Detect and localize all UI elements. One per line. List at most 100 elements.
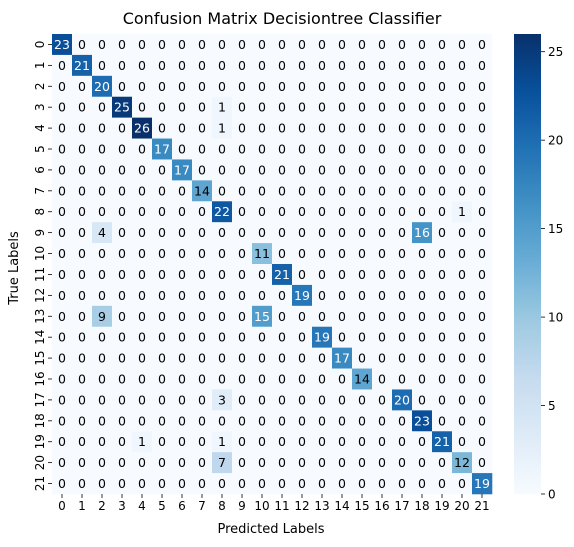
cell-value-label: 0 <box>238 372 246 387</box>
heatmap-cell <box>232 96 253 118</box>
heatmap-cell <box>432 389 453 411</box>
y-tick-label: 16 <box>33 371 47 386</box>
cell-value-label: 4 <box>98 225 106 240</box>
cell-value-label: 0 <box>418 267 426 282</box>
cell-value-label: 0 <box>238 246 246 261</box>
cell-value-label: 0 <box>58 58 66 73</box>
cell-value-label: 0 <box>278 476 286 491</box>
cell-value-label: 0 <box>338 372 346 387</box>
cell-value-label: 0 <box>458 434 466 449</box>
cell-value-label: 0 <box>58 162 66 177</box>
cell-value-label: 0 <box>198 121 206 136</box>
colorbar-ticks: 0 5 10 15 20 25 <box>541 45 563 502</box>
cell-value-label: 0 <box>78 476 86 491</box>
heatmap-cell <box>152 34 173 56</box>
cell-value-label: 0 <box>58 309 66 324</box>
heatmap-cell <box>392 34 413 56</box>
heatmap-cell <box>272 180 293 202</box>
cell-value-label: 0 <box>398 58 406 73</box>
cell-value-label: 0 <box>58 413 66 428</box>
heatmap-cell <box>72 180 93 202</box>
heatmap-cell <box>432 54 453 77</box>
heatmap-cell <box>112 243 133 265</box>
heatmap-cell <box>72 389 93 411</box>
cell-value-label: 0 <box>298 225 306 240</box>
heatmap-cell <box>272 201 293 223</box>
cell-value-label: 0 <box>98 351 106 366</box>
cell-value-label: 0 <box>458 162 466 177</box>
y-tick-label: 0 <box>33 41 47 49</box>
heatmap-cell <box>272 75 293 98</box>
heatmap-cell <box>312 305 333 328</box>
cell-value-label: 0 <box>158 330 166 345</box>
x-tick-label: 3 <box>118 499 126 513</box>
heatmap-cell <box>472 34 493 56</box>
heatmap-cell <box>192 75 213 98</box>
heatmap-cell <box>332 180 353 202</box>
heatmap-cell <box>212 243 233 265</box>
heatmap-cell <box>412 222 433 244</box>
heatmap-cell <box>112 305 133 328</box>
cell-value-label: 0 <box>338 413 346 428</box>
heatmap-cell <box>352 159 373 181</box>
cell-value-label: 0 <box>78 267 86 282</box>
cell-value-label: 0 <box>198 413 206 428</box>
heatmap-cell <box>192 326 213 348</box>
cell-value-label: 0 <box>238 309 246 324</box>
cell-value-label: 0 <box>338 58 346 73</box>
cell-value-label: 0 <box>258 79 266 94</box>
heatmap-cell <box>112 159 133 181</box>
heatmap-cell <box>92 326 113 348</box>
x-tick-label: 19 <box>434 499 449 513</box>
cell-value-label: 0 <box>338 79 346 94</box>
heatmap-cell <box>452 54 473 77</box>
cell-value-label: 0 <box>98 392 106 407</box>
y-tick-label: 2 <box>33 82 47 90</box>
heatmap-cell <box>352 54 373 77</box>
heatmap-cell <box>472 284 493 307</box>
cell-value-label: 0 <box>258 434 266 449</box>
cell-value-label: 0 <box>98 372 106 387</box>
heatmap-cell <box>312 410 333 432</box>
cell-value-label: 0 <box>438 288 446 303</box>
cell-value-label: 0 <box>158 183 166 198</box>
heatmap-cell <box>112 96 133 118</box>
heatmap-cell <box>372 243 393 265</box>
cell-value-label: 0 <box>258 37 266 52</box>
cell-value-label: 0 <box>398 142 406 157</box>
heatmap-cell <box>352 243 373 265</box>
heatmap-cell <box>172 96 193 118</box>
cell-value-label: 0 <box>178 58 186 73</box>
heatmap-cell <box>272 117 293 139</box>
cell-value-label: 0 <box>158 100 166 115</box>
cell-value-label: 0 <box>318 121 326 136</box>
cell-value-label: 0 <box>338 288 346 303</box>
heatmap-cell <box>72 410 93 432</box>
cell-value-label: 0 <box>98 476 106 491</box>
cell-value-label: 0 <box>78 288 86 303</box>
cell-value-label: 21 <box>434 434 450 449</box>
cell-value-label: 0 <box>58 225 66 240</box>
cell-value-label: 0 <box>218 183 226 198</box>
cell-value-label: 0 <box>58 330 66 345</box>
cell-value-label: 23 <box>54 37 70 52</box>
heatmap-cell <box>312 180 333 202</box>
heatmap-cell <box>232 243 253 265</box>
cell-value-label: 0 <box>398 121 406 136</box>
cell-value-label: 0 <box>378 351 386 366</box>
heatmap-cell <box>252 138 273 160</box>
cell-value-label: 0 <box>418 288 426 303</box>
heatmap-cell <box>132 264 153 286</box>
cell-value-label: 0 <box>158 413 166 428</box>
y-tick-label: 4 <box>33 124 47 132</box>
cell-value-label: 11 <box>254 246 270 261</box>
cell-value-label: 0 <box>58 183 66 198</box>
cell-value-label: 0 <box>358 309 366 324</box>
heatmap-cell <box>392 368 413 390</box>
heatmap-cell <box>232 264 253 286</box>
cell-value-label: 0 <box>158 121 166 136</box>
cell-value-label: 0 <box>178 392 186 407</box>
cell-value-label: 0 <box>78 100 86 115</box>
heatmap-cell <box>372 264 393 286</box>
heatmap-cell <box>192 389 213 411</box>
